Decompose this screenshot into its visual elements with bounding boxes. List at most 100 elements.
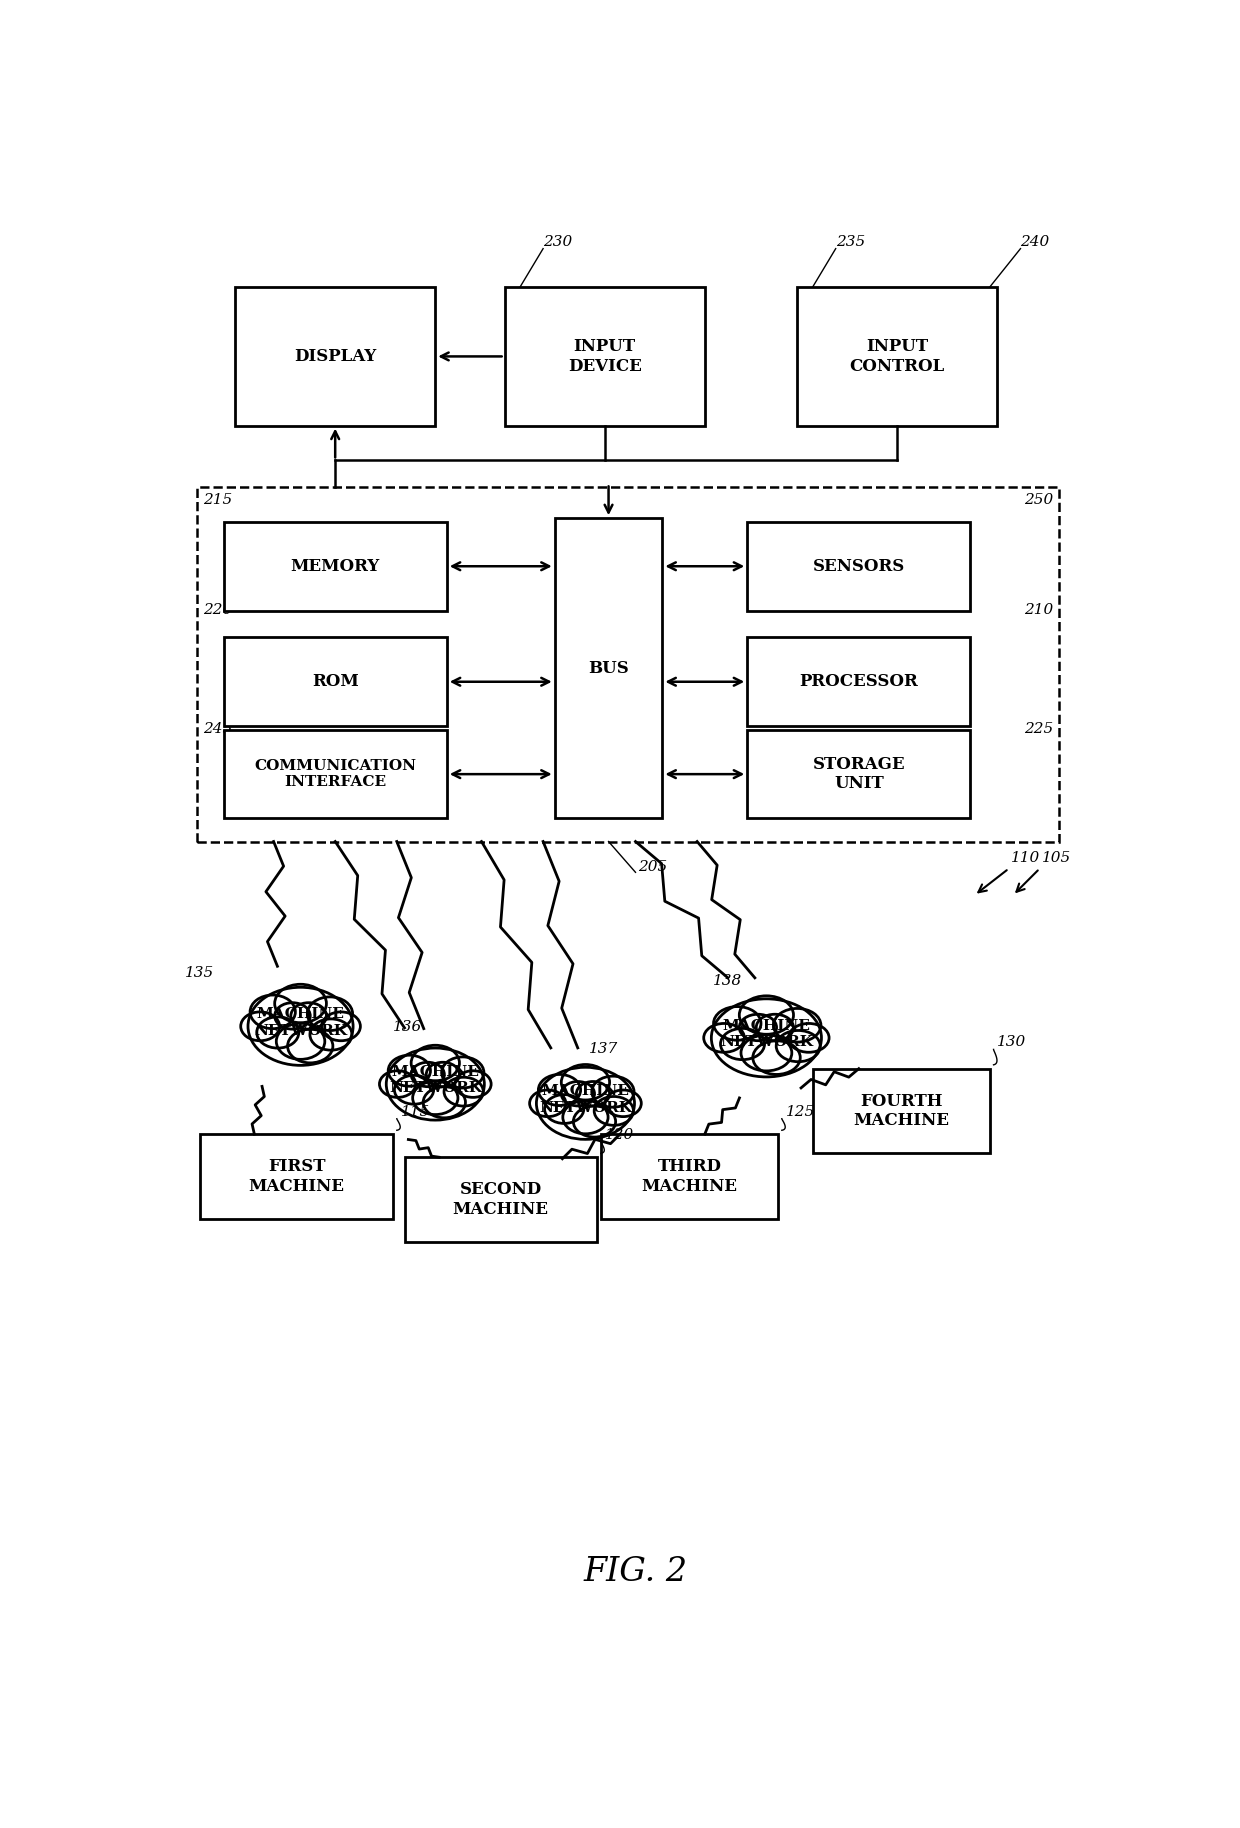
Ellipse shape (257, 1016, 299, 1047)
Ellipse shape (739, 996, 794, 1035)
Bar (201, 1133, 393, 1219)
Text: MACHINE
NETWORK: MACHINE NETWORK (254, 1007, 347, 1038)
Bar (505, 287, 704, 426)
Text: 135: 135 (185, 967, 215, 980)
Text: 130: 130 (997, 1035, 1027, 1049)
Text: 137: 137 (589, 1042, 619, 1055)
Ellipse shape (412, 1046, 460, 1080)
Bar (748, 638, 971, 726)
Ellipse shape (275, 1004, 310, 1029)
Text: FIRST
MACHINE: FIRST MACHINE (249, 1159, 345, 1196)
Ellipse shape (250, 994, 295, 1029)
Ellipse shape (241, 1013, 279, 1040)
Text: 136: 136 (393, 1020, 422, 1035)
Text: THIRD
MACHINE: THIRD MACHINE (641, 1159, 738, 1196)
Ellipse shape (277, 1024, 325, 1060)
Bar (748, 729, 971, 819)
Bar (748, 523, 971, 611)
Text: MACHINE
NETWORK: MACHINE NETWORK (720, 1018, 813, 1049)
Ellipse shape (529, 1089, 565, 1117)
Text: 235: 235 (836, 234, 866, 249)
Text: BUS: BUS (588, 660, 629, 676)
Bar (223, 729, 446, 819)
Ellipse shape (774, 1009, 821, 1042)
Bar (197, 488, 1059, 841)
Ellipse shape (573, 1106, 615, 1137)
Bar (601, 1133, 777, 1219)
Ellipse shape (310, 1018, 352, 1049)
Ellipse shape (704, 1024, 744, 1053)
Text: DISPLAY: DISPLAY (294, 347, 376, 366)
Bar (404, 1157, 596, 1241)
Ellipse shape (288, 1029, 332, 1062)
Text: 210: 210 (1023, 603, 1053, 616)
Text: ROM: ROM (311, 673, 358, 691)
Bar (812, 1069, 990, 1153)
Ellipse shape (712, 998, 821, 1077)
Text: 115: 115 (401, 1104, 430, 1119)
Ellipse shape (720, 1029, 765, 1060)
Ellipse shape (739, 1015, 776, 1040)
Text: 215: 215 (203, 494, 232, 508)
Ellipse shape (563, 1100, 608, 1133)
Ellipse shape (275, 983, 326, 1022)
Ellipse shape (713, 1007, 761, 1040)
Text: PROCESSOR: PROCESSOR (800, 673, 918, 691)
Text: MEMORY: MEMORY (290, 558, 379, 574)
Text: 225: 225 (1023, 722, 1053, 737)
Ellipse shape (537, 1068, 635, 1139)
Ellipse shape (444, 1077, 484, 1106)
Bar (223, 523, 446, 611)
Text: 205: 205 (637, 859, 667, 874)
Ellipse shape (562, 1082, 594, 1106)
Ellipse shape (386, 1047, 485, 1121)
Ellipse shape (455, 1071, 491, 1097)
Ellipse shape (742, 1035, 792, 1071)
Ellipse shape (441, 1057, 484, 1088)
Text: INPUT
CONTROL: INPUT CONTROL (849, 338, 945, 375)
Ellipse shape (591, 1077, 634, 1108)
Ellipse shape (605, 1089, 641, 1117)
Text: 250: 250 (1023, 494, 1053, 508)
Ellipse shape (379, 1071, 415, 1097)
Ellipse shape (321, 1013, 361, 1040)
Text: MACHINE
NETWORK: MACHINE NETWORK (539, 1084, 632, 1115)
Ellipse shape (753, 1040, 800, 1075)
Ellipse shape (291, 1004, 326, 1029)
Text: 138: 138 (713, 974, 742, 987)
Text: INPUT
DEVICE: INPUT DEVICE (568, 338, 641, 375)
Ellipse shape (756, 1015, 794, 1040)
Text: FOURTH
MACHINE: FOURTH MACHINE (853, 1093, 949, 1130)
Ellipse shape (388, 1055, 430, 1086)
Text: 240: 240 (1021, 234, 1050, 249)
Ellipse shape (308, 996, 352, 1031)
Text: STORAGE
UNIT: STORAGE UNIT (812, 755, 905, 793)
Bar (797, 287, 997, 426)
Text: 105: 105 (1042, 850, 1071, 865)
Ellipse shape (413, 1082, 458, 1115)
Ellipse shape (776, 1031, 820, 1062)
Ellipse shape (544, 1095, 584, 1124)
Text: SENSORS: SENSORS (812, 558, 905, 574)
Text: COMMUNICATION
INTERFACE: COMMUNICATION INTERFACE (254, 759, 417, 790)
Text: MACHINE
NETWORK: MACHINE NETWORK (389, 1066, 482, 1095)
Ellipse shape (789, 1024, 830, 1053)
Text: SECOND
MACHINE: SECOND MACHINE (453, 1181, 549, 1217)
Ellipse shape (427, 1062, 460, 1086)
Text: 120: 120 (605, 1128, 634, 1142)
Text: 110: 110 (1012, 850, 1040, 865)
Bar (236, 287, 435, 426)
Ellipse shape (248, 987, 353, 1066)
Bar (554, 517, 662, 819)
Ellipse shape (412, 1062, 444, 1086)
Ellipse shape (394, 1075, 434, 1104)
Ellipse shape (538, 1075, 580, 1106)
Text: 245: 245 (203, 722, 232, 737)
Text: FIG. 2: FIG. 2 (584, 1556, 687, 1589)
Bar (223, 638, 446, 726)
Text: 230: 230 (543, 234, 573, 249)
Ellipse shape (423, 1088, 465, 1119)
Ellipse shape (562, 1064, 610, 1100)
Text: 220: 220 (203, 603, 232, 616)
Text: 125: 125 (786, 1104, 815, 1119)
